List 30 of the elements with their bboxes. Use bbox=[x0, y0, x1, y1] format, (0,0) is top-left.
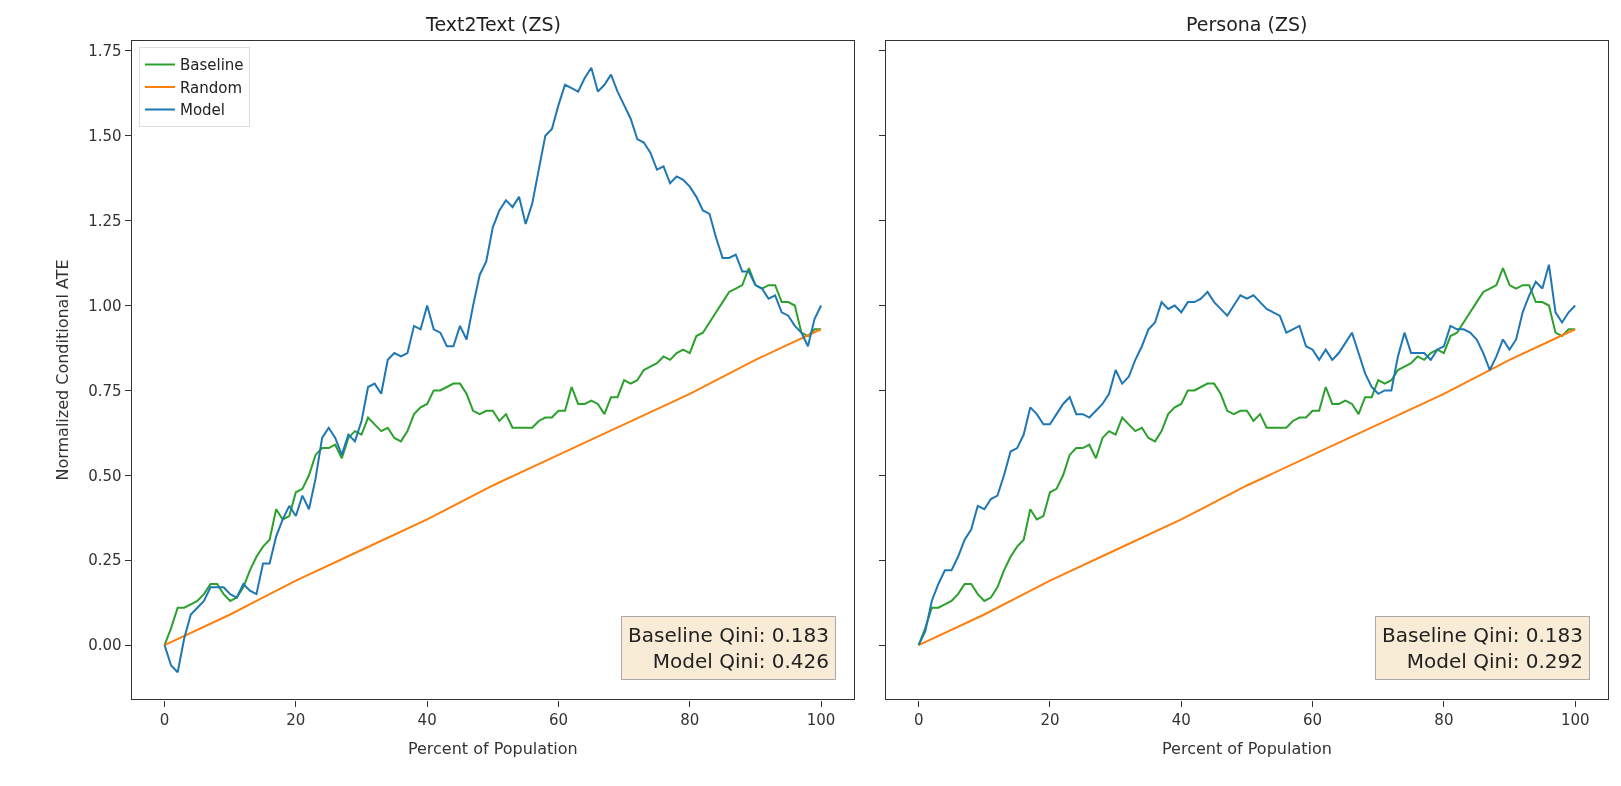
y-tick-label: 0.75 bbox=[88, 381, 122, 400]
y-tick-label: 0.25 bbox=[88, 551, 122, 570]
legend-label: Baseline bbox=[179, 56, 244, 75]
y-tick-label: 1.00 bbox=[88, 296, 122, 315]
x-tick-label: 100 bbox=[1560, 710, 1590, 729]
y-tick-label: 0.50 bbox=[88, 466, 122, 485]
x-tick-label: 40 bbox=[1171, 710, 1191, 729]
y-tick-label: 1.25 bbox=[88, 211, 122, 230]
annotation: Baseline Qini: 0.183 Model Qini: 0.292 bbox=[1382, 623, 1584, 673]
x-tick-label: 80 bbox=[1434, 710, 1454, 729]
y-tick-label: 1.75 bbox=[88, 42, 122, 61]
x-tick-label: 20 bbox=[1040, 710, 1060, 729]
annotation: Baseline Qini: 0.183 Model Qini: 0.426 bbox=[628, 623, 830, 673]
x-tick-label: 20 bbox=[286, 710, 306, 729]
y-tick-label: 0.00 bbox=[88, 636, 122, 655]
x-tick-label: 60 bbox=[548, 710, 569, 729]
y-tick-label: 1.50 bbox=[88, 126, 122, 145]
legend-label: Random bbox=[179, 78, 243, 97]
x-tick-label: 80 bbox=[680, 710, 700, 729]
x-tick-label: 60 bbox=[1303, 710, 1323, 729]
chart-title: Text2Text (ZS) bbox=[425, 13, 561, 35]
y-axis-title: Normalized Conditional ATE bbox=[53, 259, 73, 481]
legend-label: Model bbox=[179, 101, 225, 120]
chart-title: Persona (ZS) bbox=[1186, 13, 1308, 35]
x-axis-title: Percent of Population bbox=[1162, 739, 1332, 759]
x-axis-title: Percent of Population bbox=[407, 739, 578, 759]
x-tick-label: 40 bbox=[417, 710, 437, 729]
x-tick-label: 100 bbox=[806, 710, 836, 729]
x-tick-label: 0 bbox=[159, 710, 170, 729]
x-tick-label: 0 bbox=[913, 710, 924, 729]
